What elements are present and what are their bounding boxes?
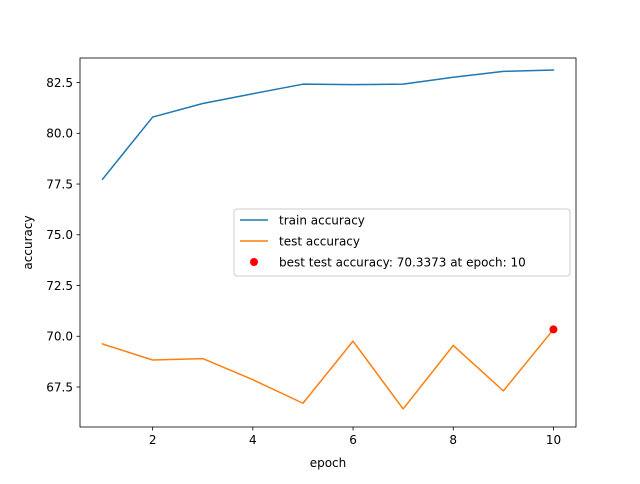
y-tick-label: 70.0 bbox=[46, 330, 73, 344]
y-tick-label: 77.5 bbox=[46, 177, 73, 191]
legend-test-accuracy-label: test accuracy bbox=[279, 235, 360, 249]
plot-area bbox=[101, 69, 558, 410]
y-tick-label: 72.5 bbox=[46, 279, 73, 293]
x-axis-label: epoch bbox=[310, 456, 347, 470]
y-tick-label: 67.5 bbox=[46, 380, 73, 394]
y-tick-label: 75.0 bbox=[46, 228, 73, 242]
test-accuracy-line bbox=[101, 328, 555, 410]
legend-train-accuracy-label: train accuracy bbox=[279, 214, 365, 228]
y-tick-label: 82.5 bbox=[46, 76, 73, 90]
legend-best-test-accuracy-label: best test accuracy: 70.3373 at epoch: 10 bbox=[279, 256, 526, 270]
x-tick-label: 4 bbox=[249, 433, 257, 447]
x-tick-label: 6 bbox=[349, 433, 357, 447]
y-tick-label: 80.0 bbox=[46, 127, 73, 141]
legend-box bbox=[233, 208, 571, 277]
train-accuracy-line bbox=[101, 69, 555, 181]
axes-frame bbox=[79, 57, 577, 428]
x-tick-label: 2 bbox=[149, 433, 157, 447]
legend-best-test-accuracy-swatch bbox=[250, 258, 258, 266]
x-tick-label: 10 bbox=[546, 433, 561, 447]
y-axis-label: accuracy bbox=[21, 215, 35, 269]
best-test-accuracy-marker bbox=[549, 325, 558, 334]
legend: train accuracy test accuracy best test acc… bbox=[233, 208, 571, 277]
x-tick-label: 8 bbox=[449, 433, 457, 447]
axes: 2 4 6 8 10 67.5 70.0 72.5 75.0 77.5 80.0 82.5 bbox=[46, 76, 561, 447]
